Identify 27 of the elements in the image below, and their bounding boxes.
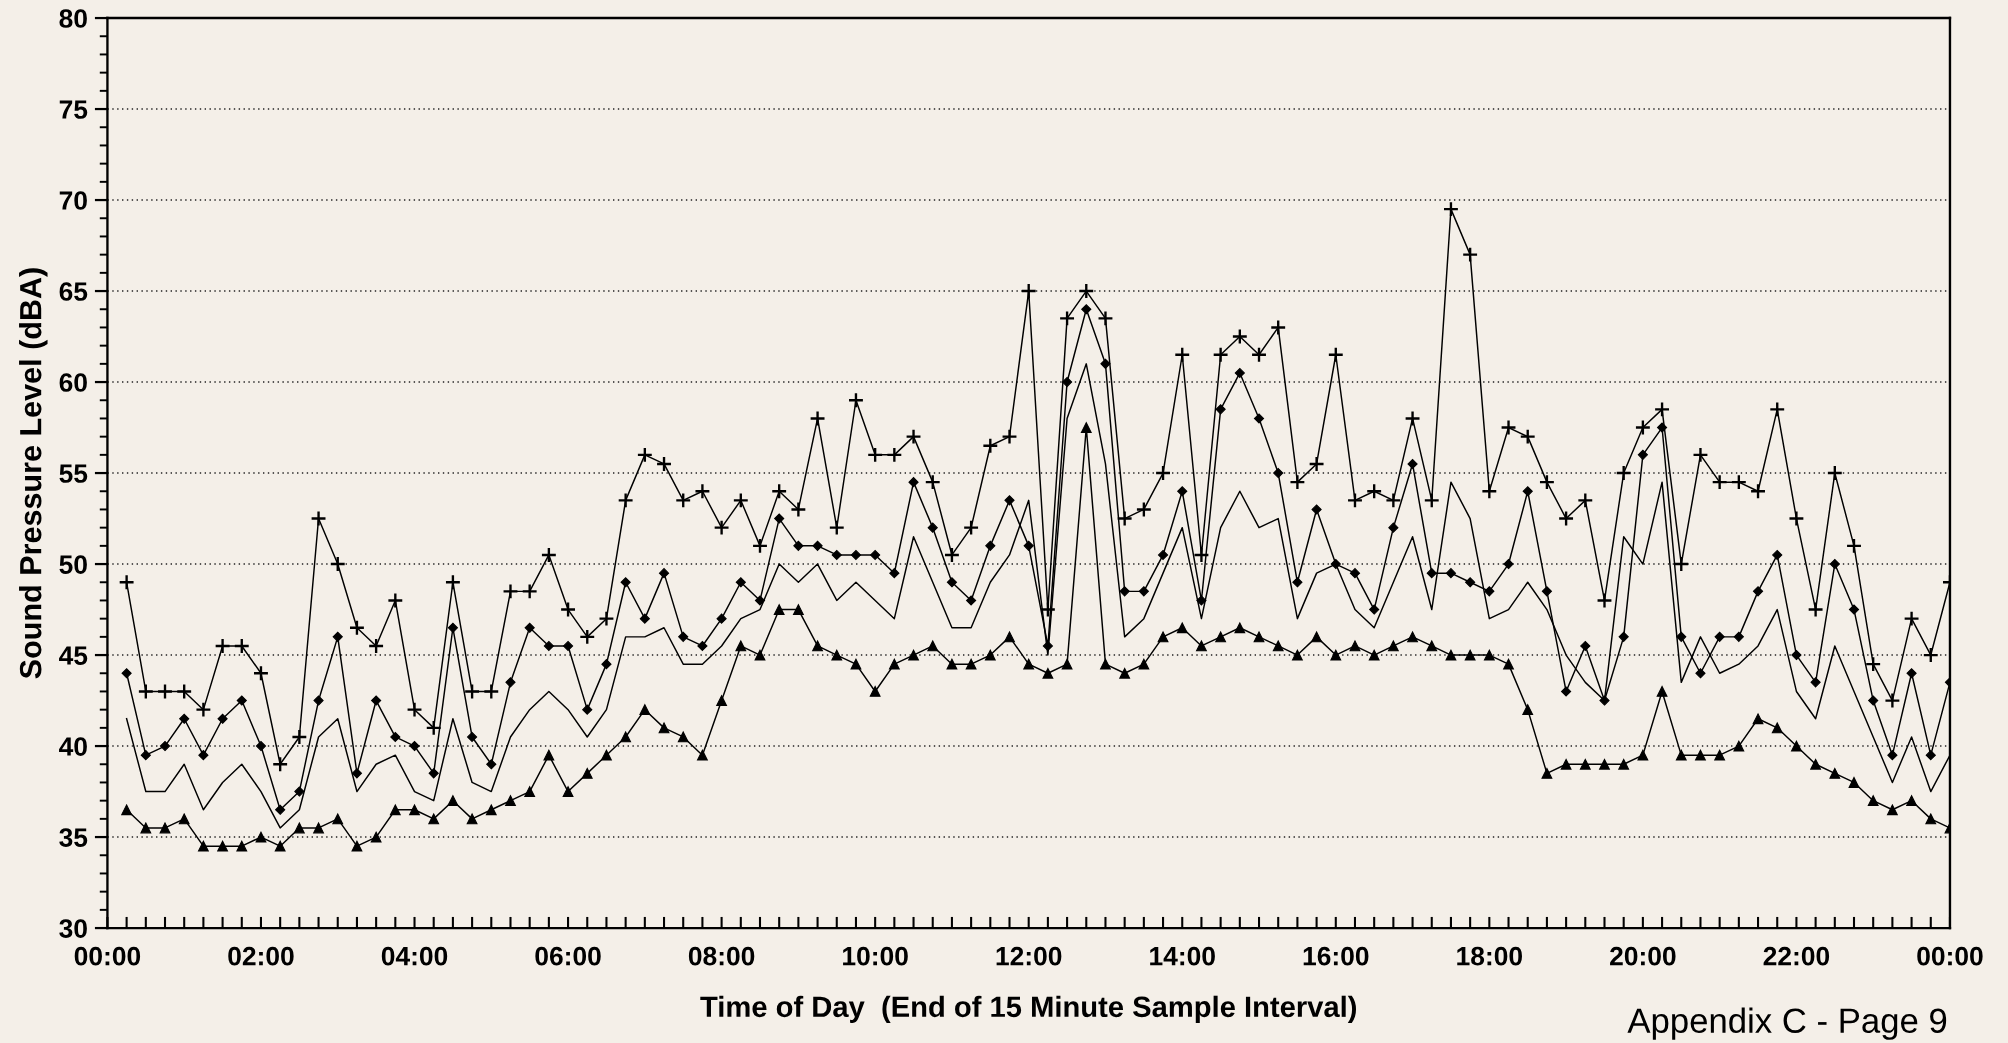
y-tick-label: 60 [59, 373, 87, 392]
x-tick-label: 08:00 [688, 946, 755, 966]
y-tick-label: 30 [59, 919, 87, 938]
y-tick-label: 65 [59, 282, 88, 301]
y-tick-label: 75 [59, 100, 88, 119]
y-tick-label: 35 [59, 828, 88, 847]
x-tick-label: 20:00 [1610, 946, 1676, 966]
x-axis-title: Time of Day (End of 15 Minute Sample Interval) [700, 995, 1357, 1023]
y-axis-title: Sound Pressure Level (dBA) [19, 268, 48, 679]
x-tick-label: 18:00 [1457, 946, 1522, 966]
x-tick-label: 04:00 [381, 946, 448, 966]
x-tick-label: 16:00 [1303, 946, 1369, 966]
text: Appendix C - Page 9 [1627, 1007, 1947, 1040]
x-tick-label: 06:00 [535, 946, 601, 966]
x-tick-label: 22:00 [1763, 946, 1830, 966]
y-tick-label: 55 [59, 464, 88, 483]
y-tick-label: 50 [59, 555, 87, 574]
x-tick-label: 02:00 [228, 946, 294, 966]
x-tick-label: 10:00 [843, 946, 908, 966]
x-tick-label: 00:00 [1917, 946, 1983, 966]
y-tick-label: 45 [59, 646, 88, 665]
y-tick-label: 80 [59, 9, 87, 28]
x-tick-label: 12:00 [996, 946, 1062, 966]
x-tick-label: 14:00 [1150, 946, 1215, 966]
y-tick-label: 40 [59, 737, 87, 756]
x-tick-label: 00:00 [74, 946, 141, 966]
y-tick-label: 70 [59, 191, 87, 210]
